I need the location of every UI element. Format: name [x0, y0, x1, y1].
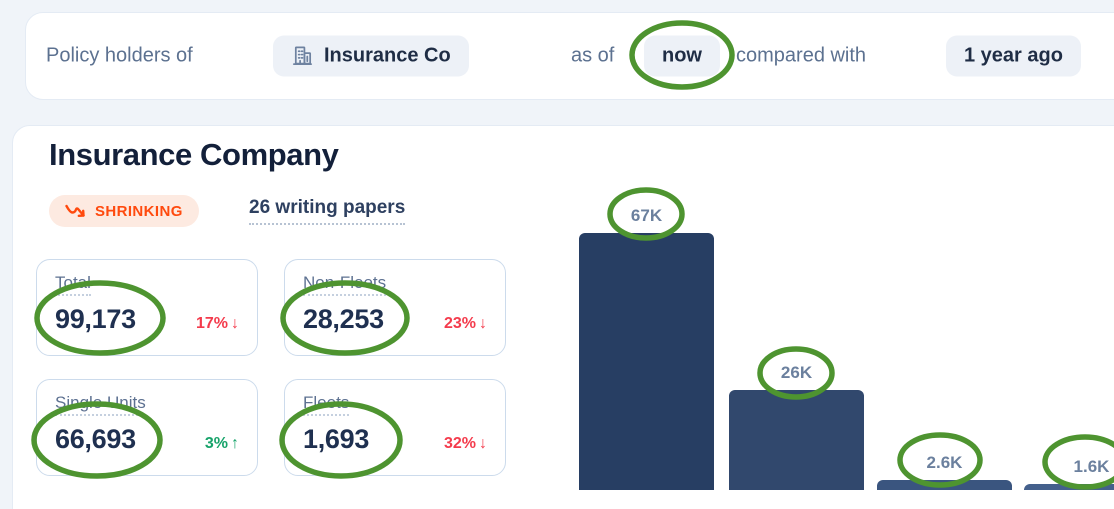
compared-with-selector[interactable]: 1 year ago [946, 35, 1081, 77]
stat-card-total: Total 99,173 17% ↓ [36, 259, 258, 356]
stat-row: 66,693 3% ↑ [55, 424, 239, 455]
writing-papers-link[interactable]: 26 writing papers [249, 197, 406, 225]
as-of-value: now [662, 44, 702, 67]
policy-holders-label: Policy holders of [46, 44, 193, 67]
chart-bar-67k[interactable] [579, 233, 714, 490]
company-name: Insurance Co [324, 44, 451, 67]
stat-change-fleets: 32% ↓ [443, 435, 487, 452]
stat-value-fleets: 1,693 [303, 424, 370, 454]
stat-card-fleets: Fleets 1,693 32% ↓ [284, 379, 506, 476]
stat-change-total: 17% ↓ [195, 315, 239, 332]
stat-row: 28,253 23% ↓ [303, 304, 487, 335]
stat-label-fleets[interactable]: Fleets [303, 393, 350, 416]
company-selector[interactable]: Insurance Co [273, 35, 469, 77]
stat-value-single-units: 66,693 [55, 424, 136, 454]
stat-label-single-units[interactable]: Single Units [55, 393, 146, 416]
stat-label-non-fleets[interactable]: Non-Fleets [303, 273, 387, 296]
chart-bar-26k[interactable] [729, 390, 864, 490]
comparison-toolbar: Policy holders of Insurance Co as of now… [25, 12, 1114, 100]
stat-row: 1,693 32% ↓ [303, 424, 487, 455]
stat-value-non-fleets: 28,253 [303, 304, 384, 334]
as-of-selector[interactable]: now [644, 35, 720, 77]
stat-card-single-units: Single Units 66,693 3% ↑ [36, 379, 258, 476]
building-icon [293, 46, 312, 66]
as-of-label: as of [571, 44, 615, 67]
chart-bar-2.6k[interactable] [877, 480, 1012, 490]
stat-value-total: 99,173 [55, 304, 136, 334]
stat-change-non-fleets: 23% ↓ [443, 315, 487, 332]
company-title: Insurance Company [49, 137, 339, 172]
compared-with-value: 1 year ago [964, 44, 1063, 67]
stat-row: 99,173 17% ↓ [55, 304, 239, 335]
compared-with-label: compared with [736, 44, 867, 67]
stat-card-non-fleets: Non-Fleets 28,253 23% ↓ [284, 259, 506, 356]
company-summary-card: Insurance Company SHRINKING 26 writing p… [12, 125, 1114, 509]
status-badge-label: SHRINKING [95, 202, 183, 220]
chart-bar-1.6k[interactable] [1024, 484, 1114, 490]
stat-change-single-units: 3% ↑ [204, 435, 239, 452]
status-badge: SHRINKING [49, 195, 199, 227]
trending-down-icon [65, 204, 85, 217]
stat-label-total[interactable]: Total [55, 273, 91, 296]
